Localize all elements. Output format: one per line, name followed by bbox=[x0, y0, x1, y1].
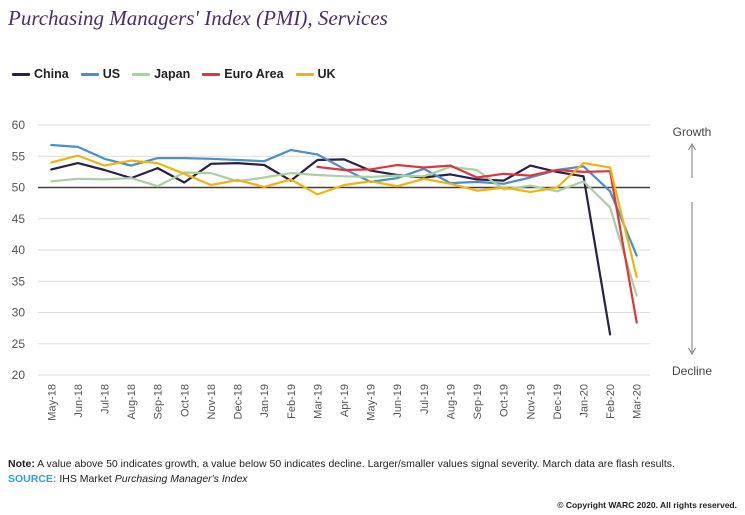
legend-swatch-us bbox=[80, 72, 99, 76]
x-tick-label: Jul-19 bbox=[419, 384, 431, 414]
annotation-layer: Growth Decline bbox=[672, 125, 712, 378]
footnote: Note: A value above 50 indicates growth,… bbox=[8, 457, 675, 487]
x-tick-label: Mar-19 bbox=[312, 384, 324, 419]
y-tick-labels: 20 25 30 35 40 45 50 55 60 bbox=[12, 118, 26, 382]
y-tick-label: 30 bbox=[12, 306, 26, 320]
decline-arrow-icon bbox=[688, 202, 696, 355]
y-tick-label: 45 bbox=[12, 212, 26, 226]
legend-item-china: China bbox=[12, 67, 69, 81]
legend-label-us: US bbox=[102, 67, 121, 81]
x-tick-label: Oct-18 bbox=[179, 384, 191, 417]
grid-layer bbox=[38, 124, 650, 376]
source-text: IHS Market bbox=[56, 473, 115, 485]
legend-swatch-uk bbox=[295, 72, 314, 76]
x-tick-label: Feb-20 bbox=[605, 384, 617, 419]
note-line: Note: A value above 50 indicates growth,… bbox=[8, 457, 675, 472]
y-tick-label: 20 bbox=[12, 368, 26, 382]
x-tick-label: Jun-19 bbox=[392, 384, 404, 418]
y-tick-label: 35 bbox=[12, 274, 26, 288]
decline-label: Decline bbox=[672, 364, 712, 378]
x-tick-label: Jan-19 bbox=[259, 384, 271, 418]
source-line: SOURCE: IHS Market Purchasing Manager's … bbox=[8, 472, 675, 487]
legend-label-euro-area: Euro Area bbox=[224, 67, 284, 81]
legend-swatch-japan bbox=[132, 72, 151, 76]
x-tick-label: Jan-20 bbox=[578, 384, 590, 418]
legend-swatch-china bbox=[12, 72, 30, 76]
series-line-us bbox=[50, 143, 638, 257]
legend-label-uk: UK bbox=[317, 67, 336, 81]
y-tick-label: 50 bbox=[12, 181, 26, 195]
legend-item-uk: UK bbox=[295, 67, 336, 81]
y-tick-label: 25 bbox=[12, 337, 26, 351]
x-tick-label: Apr-19 bbox=[339, 384, 351, 417]
x-tick-label: Nov-19 bbox=[525, 384, 537, 419]
x-tick-label: Nov-18 bbox=[206, 384, 218, 419]
y-tick-label: 60 bbox=[12, 118, 26, 132]
source-title: Purchasing Manager's Index bbox=[114, 473, 248, 485]
series-line-china bbox=[50, 158, 612, 336]
x-tick-label: May-19 bbox=[366, 384, 378, 421]
chart-title: Purchasing Managers' Index (PMI), Servic… bbox=[8, 6, 388, 30]
x-tick-label: Sep-18 bbox=[153, 384, 165, 419]
source-label: SOURCE: bbox=[8, 473, 57, 485]
x-tick-label: Dec-18 bbox=[233, 384, 245, 419]
legend: China US Japan Euro Area UK bbox=[12, 66, 336, 82]
legend-label-japan: Japan bbox=[154, 67, 191, 81]
note-label: Note: bbox=[8, 458, 35, 470]
legend-label-china: China bbox=[34, 67, 69, 81]
growth-arrow-icon bbox=[688, 143, 696, 178]
x-tick-label: Feb-19 bbox=[286, 384, 298, 419]
y-tick-label: 40 bbox=[12, 243, 26, 257]
x-tick-label: Mar-20 bbox=[632, 384, 644, 419]
x-tick-label: Sep-19 bbox=[472, 384, 484, 419]
x-tick-label: Oct-19 bbox=[499, 384, 511, 417]
x-tick-label: Aug-19 bbox=[445, 384, 457, 419]
x-tick-label: May-18 bbox=[46, 384, 58, 421]
legend-item-us: US bbox=[80, 67, 121, 81]
series-layer bbox=[50, 143, 638, 336]
legend-swatch-euro-area bbox=[202, 72, 221, 76]
x-tick-label: Dec-19 bbox=[552, 384, 564, 419]
x-tick-label: Jun-18 bbox=[73, 384, 85, 418]
x-tick-label: Jul-18 bbox=[100, 384, 112, 414]
series-line-uk bbox=[50, 154, 638, 278]
y-tick-label: 55 bbox=[12, 149, 26, 163]
x-tick-labels: May-18 Jun-18 Jul-18 Aug-18 Sep-18 Oct-18 Nov-… bbox=[46, 384, 643, 421]
note-text: A value above 50 indicates growth, a val… bbox=[34, 458, 675, 470]
legend-item-japan: Japan bbox=[132, 67, 190, 81]
x-tick-label: Aug-18 bbox=[126, 384, 138, 419]
series-line-japan bbox=[50, 165, 638, 297]
legend-item-euro-area: Euro Area bbox=[202, 67, 284, 81]
series-line-euro-area bbox=[316, 163, 638, 324]
growth-label: Growth bbox=[673, 125, 712, 139]
copyright: © Copyright WARC 2020. All rights reserv… bbox=[557, 500, 737, 510]
